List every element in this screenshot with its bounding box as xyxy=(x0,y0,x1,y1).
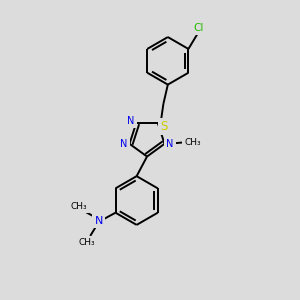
Text: N: N xyxy=(94,216,103,226)
Text: S: S xyxy=(160,120,168,133)
Text: N: N xyxy=(121,139,128,149)
Text: N: N xyxy=(166,139,174,149)
Text: CH₃: CH₃ xyxy=(184,138,201,147)
Text: CH₃: CH₃ xyxy=(70,202,87,211)
Text: CH₃: CH₃ xyxy=(78,238,95,247)
Text: Cl: Cl xyxy=(194,22,204,32)
Text: N: N xyxy=(127,116,134,126)
